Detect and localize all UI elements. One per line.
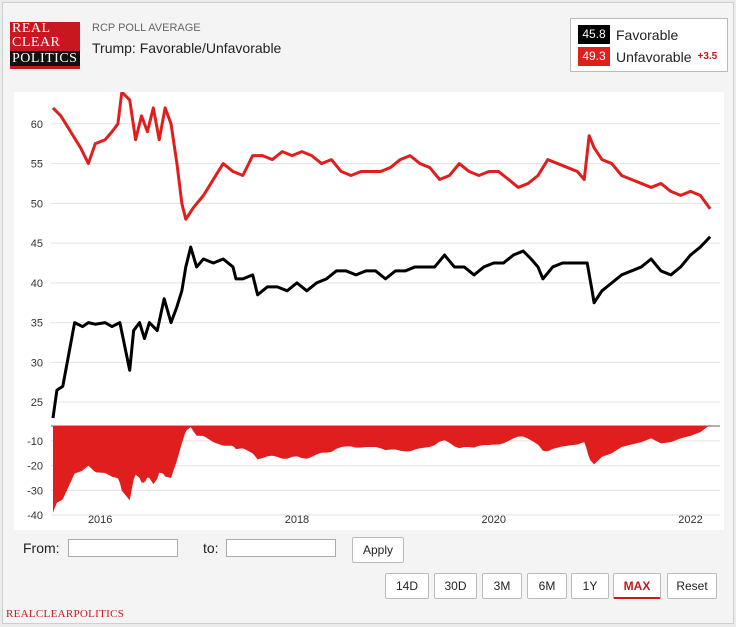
to-label: to: bbox=[203, 540, 219, 556]
y-tick-label: 55 bbox=[31, 159, 43, 171]
chart-area: 25 30 35 40 45 50 55 60 -10 -20 -30 -40 2016 2018 2020… bbox=[14, 92, 724, 530]
legend-favorable: 45.8 Favorable bbox=[578, 25, 678, 44]
chart-title: Trump: Favorable/Unfavorable bbox=[92, 40, 282, 56]
range-max-button[interactable]: MAX bbox=[613, 573, 661, 599]
y-tick-label: 40 bbox=[31, 278, 43, 290]
spread-tick-label: -20 bbox=[27, 461, 43, 473]
favorable-label: Favorable bbox=[616, 26, 679, 43]
chart-subtitle: RCP POLL AVERAGE bbox=[92, 22, 201, 34]
y-tick-label: 60 bbox=[31, 119, 43, 131]
footer-brand: REALCLEARPOLITICS bbox=[6, 608, 125, 620]
unfavorable-label: Unfavorable bbox=[616, 48, 692, 65]
favorable-line bbox=[51, 235, 712, 419]
reset-button[interactable]: Reset bbox=[667, 573, 717, 599]
logo-line-2: CLEAR bbox=[12, 35, 61, 50]
spread-tick-label: -30 bbox=[27, 485, 43, 497]
x-tick-label: 2020 bbox=[481, 514, 505, 526]
y-tick-label: 50 bbox=[31, 198, 43, 210]
range-14d-button[interactable]: 14D bbox=[385, 573, 429, 599]
unfavorable-change: +3.5 bbox=[697, 51, 718, 62]
chart-svg: 25 30 35 40 45 50 55 60 -10 -20 -30 -40 2016 2018 2020… bbox=[27, 92, 720, 526]
range-6m-button[interactable]: 6M bbox=[527, 573, 567, 599]
rcp-logo: REAL CLEAR POLITICS bbox=[10, 22, 80, 69]
unfavorable-value-box: 49.3 bbox=[578, 47, 610, 66]
favorable-value-box: 45.8 bbox=[578, 25, 610, 44]
range-3m-button[interactable]: 3M bbox=[482, 573, 522, 599]
controls-bar: From: to: Apply 14D 30D 3M 6M 1Y MAX Res… bbox=[14, 530, 724, 616]
spread-tick-label: -40 bbox=[27, 510, 43, 522]
y-tick-label: 35 bbox=[31, 318, 43, 330]
unfavorable-line bbox=[51, 92, 712, 221]
from-date-input[interactable] bbox=[68, 539, 178, 557]
spread-area bbox=[52, 424, 711, 513]
x-tick-label: 2016 bbox=[88, 514, 112, 526]
x-tick-label: 2018 bbox=[285, 514, 309, 526]
range-30d-button[interactable]: 30D bbox=[434, 573, 477, 599]
legend-unfavorable: 49.3 Unfavorable +3.5 bbox=[578, 47, 717, 66]
spread-tick-label: -10 bbox=[27, 436, 43, 448]
apply-button[interactable]: Apply bbox=[352, 537, 404, 563]
legend: 45.8 Favorable 49.3 Unfavorable +3.5 bbox=[570, 18, 728, 72]
y-tick-label: 30 bbox=[31, 357, 43, 369]
x-tick-label: 2022 bbox=[678, 514, 702, 526]
to-date-input[interactable] bbox=[226, 539, 336, 557]
range-1y-button[interactable]: 1Y bbox=[571, 573, 609, 599]
y-tick-label: 25 bbox=[31, 397, 43, 409]
y-tick-label: 45 bbox=[31, 238, 43, 250]
logo-line-3: POLITICS bbox=[10, 51, 80, 66]
logo-line-1: REAL bbox=[12, 21, 51, 36]
from-label: From: bbox=[23, 540, 60, 556]
